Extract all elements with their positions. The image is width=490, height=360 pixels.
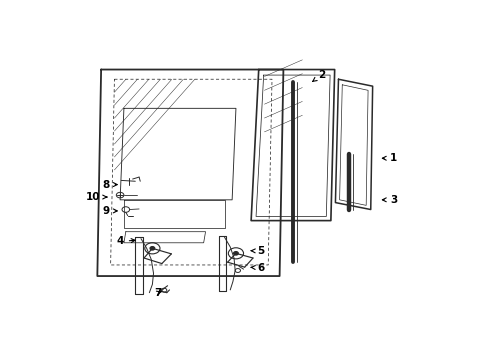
Text: 1: 1 <box>382 153 397 163</box>
Circle shape <box>234 252 238 255</box>
Text: 3: 3 <box>382 195 397 205</box>
Text: 7: 7 <box>154 288 162 298</box>
Text: 9: 9 <box>102 206 117 216</box>
Text: 2: 2 <box>313 70 325 81</box>
Circle shape <box>150 247 155 250</box>
Text: 5: 5 <box>251 246 264 256</box>
Text: 6: 6 <box>251 263 264 273</box>
Text: 8: 8 <box>102 180 117 190</box>
Text: 10: 10 <box>86 192 107 202</box>
Text: 4: 4 <box>117 237 135 246</box>
